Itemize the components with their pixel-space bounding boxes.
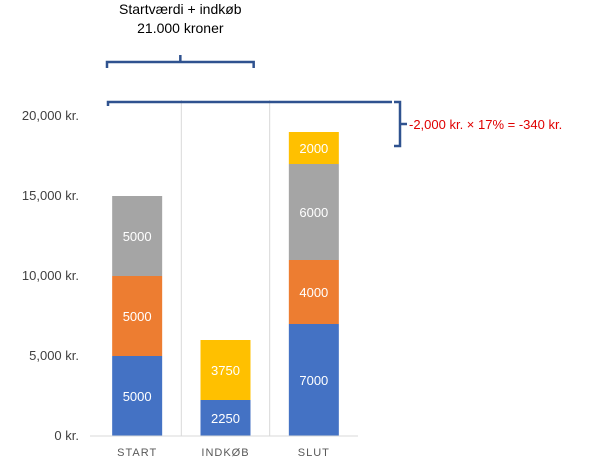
y-tick-label: 5,000 kr.: [29, 348, 79, 363]
bar-segment: [112, 356, 163, 436]
data-label: 5000: [123, 389, 152, 404]
annotation-right-text: -2,000 kr. × 17% = -340 kr.: [409, 117, 562, 132]
data-label: 5000: [123, 229, 152, 244]
x-tick-label: INDKØB: [201, 447, 249, 459]
annotation-top-line2: 21.000 kroner: [137, 20, 224, 36]
level-line-21000: [106, 100, 392, 106]
top-bracket: [105, 55, 255, 68]
data-label: 6000: [299, 205, 328, 220]
y-tick-label: 15,000 kr.: [22, 188, 79, 203]
y-axis-tick-labels: 0 kr. 5,000 kr. 10,000 kr. 15,000 kr. 20,000…: [22, 108, 79, 443]
right-bracket: [394, 100, 407, 148]
data-label: 5000: [123, 309, 152, 324]
bar-segment: [288, 164, 339, 260]
category-separators: [180, 100, 271, 436]
bar-segment: [200, 340, 251, 400]
bar-segment: [288, 324, 339, 436]
bar-segment: [112, 276, 163, 356]
bar-segment: [288, 260, 339, 324]
x-tick-label: START: [117, 447, 157, 459]
y-tick-label: 20,000 kr.: [22, 108, 79, 123]
x-axis-category-labels: START INDKØB SLUT: [117, 447, 330, 459]
data-label: 2250: [211, 411, 240, 426]
x-tick-label: SLUT: [298, 447, 330, 459]
data-label: 7000: [299, 373, 328, 388]
bar-segment: [288, 132, 339, 164]
data-label: 4000: [299, 285, 328, 300]
bar-stacks: 5000 5000 5000 2250 3750 7000 4000 6000 2000: [112, 132, 339, 436]
annotation-top-line1: Startværdi + indkøb: [119, 1, 242, 17]
bar-segment: [112, 196, 163, 276]
data-label: 3750: [211, 363, 240, 378]
bar-segment: [200, 400, 251, 436]
data-label: 2000: [299, 141, 328, 156]
y-tick-label: 0 kr.: [54, 428, 79, 443]
y-tick-label: 10,000 kr.: [22, 268, 79, 283]
